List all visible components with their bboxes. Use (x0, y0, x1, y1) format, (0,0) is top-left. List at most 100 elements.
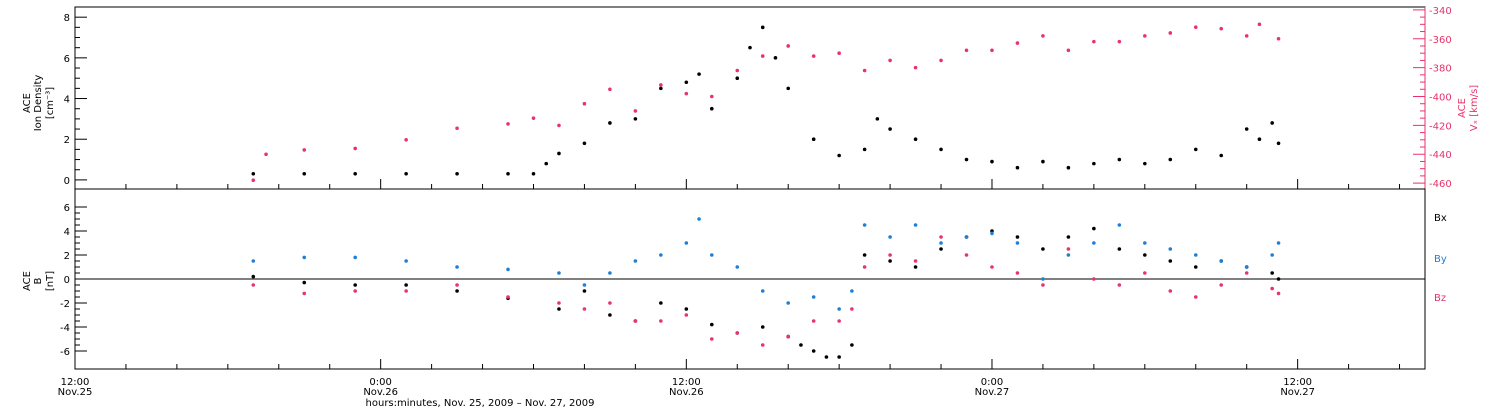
data-point (506, 171, 510, 176)
data-point (709, 253, 714, 257)
velocity-axis-label: ACE Vₓ [km/s] (1457, 85, 1480, 131)
date-tick-label: Nov.25 (58, 387, 93, 398)
bottom-time-ticks (74, 359, 1401, 369)
top-data-points (251, 22, 1281, 183)
data-point (404, 283, 408, 287)
data-point (251, 283, 256, 287)
data-point (506, 267, 510, 272)
data-point (455, 289, 459, 293)
data-point (760, 343, 765, 347)
data-point (1015, 271, 1020, 275)
data-point (684, 313, 689, 317)
data-point (811, 295, 816, 299)
data-point (760, 325, 765, 329)
data-point (684, 307, 689, 311)
data-point (1219, 283, 1224, 287)
data-point (608, 87, 612, 92)
date-tick-label: Nov.27 (975, 387, 1010, 398)
data-point (659, 86, 663, 91)
data-point (633, 319, 638, 323)
data-point (1244, 265, 1249, 269)
data-point (837, 153, 841, 158)
data-point (1276, 277, 1281, 281)
data-point (1066, 253, 1071, 257)
data-point (1168, 247, 1173, 251)
velocity-tick-label: -400 (1429, 93, 1452, 104)
data-point (1092, 39, 1096, 44)
data-point (1270, 121, 1274, 125)
data-point (1276, 291, 1281, 296)
density-tick-label: 2 (64, 135, 70, 146)
field-label-line2: B (33, 277, 44, 284)
data-point (582, 101, 587, 106)
legend-bx: Bx (1434, 213, 1447, 224)
data-point (888, 259, 892, 263)
data-point (837, 307, 841, 311)
data-point (1092, 226, 1096, 231)
data-point (888, 235, 892, 239)
legend-bz: Bz (1434, 293, 1446, 304)
data-point (302, 255, 307, 260)
top-panel-frame (74, 6, 1426, 190)
data-point (251, 274, 256, 279)
data-point (850, 343, 854, 347)
data-point (633, 259, 638, 263)
field-axis-label: ACE B [nT] (22, 271, 56, 291)
data-point (811, 137, 816, 142)
data-point (748, 45, 752, 50)
legend-by: By (1434, 254, 1447, 265)
data-point (251, 178, 256, 183)
data-point (1143, 241, 1147, 245)
data-point (964, 235, 969, 239)
density-axis-label: ACE Ion Density [cm⁻³] (22, 75, 56, 132)
data-point (582, 289, 587, 293)
data-point (1117, 283, 1122, 287)
data-point (862, 68, 867, 73)
data-point (353, 283, 357, 287)
data-point (633, 109, 638, 113)
data-point (455, 265, 459, 269)
data-point (709, 94, 714, 99)
data-point (404, 259, 408, 263)
data-point (1193, 253, 1198, 257)
data-point (1276, 241, 1281, 245)
velocity-tick-label: -360 (1429, 35, 1452, 46)
data-point (582, 141, 587, 146)
data-point (557, 301, 561, 305)
data-point (1143, 34, 1147, 38)
field-tick-label: 2 (64, 251, 70, 262)
date-tick-label: Nov.26 (669, 387, 704, 398)
data-point (1244, 34, 1249, 38)
time-tick-label: 12:00 (1283, 377, 1312, 388)
data-point (760, 54, 765, 58)
velocity-label-line1: ACE (1457, 98, 1468, 118)
data-point (302, 291, 307, 296)
data-point (697, 217, 701, 221)
data-point (659, 253, 663, 257)
data-point (786, 301, 791, 305)
field-tick-label: -2 (60, 299, 70, 310)
data-point (735, 76, 740, 80)
data-point (709, 337, 714, 341)
data-point (557, 123, 561, 128)
data-point (913, 223, 918, 227)
velocity-tick-label: -440 (1429, 150, 1452, 161)
velocity-tick-label: -460 (1429, 179, 1452, 190)
data-point (964, 157, 969, 162)
time-tick-label: 12:00 (672, 377, 701, 388)
data-point (939, 147, 943, 152)
velocity-tick-label: -380 (1429, 64, 1452, 75)
data-point (1041, 277, 1045, 281)
density-label-line3: [cm⁻³] (45, 87, 56, 119)
time-axis-labels: 12:00Nov.250:00Nov.2612:00Nov.260:00Nov.… (58, 377, 1315, 398)
data-point (939, 241, 943, 245)
data-point (251, 259, 256, 263)
data-point (506, 122, 510, 126)
data-point (659, 319, 663, 323)
data-point (1193, 147, 1198, 152)
date-tick-label: Nov.27 (1280, 387, 1315, 398)
data-point (353, 289, 357, 293)
field-axis: -6 -4 -2 0 2 4 6 (60, 203, 87, 358)
data-point (531, 171, 536, 176)
data-point (684, 241, 689, 245)
